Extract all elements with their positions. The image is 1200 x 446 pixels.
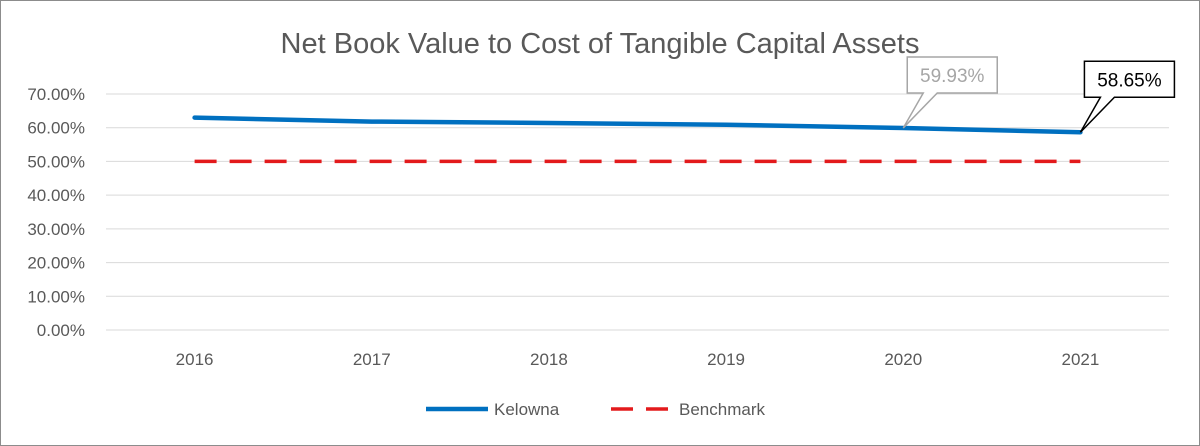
callout-box — [902, 56, 998, 129]
y-tick-label: 60.00% — [27, 119, 85, 138]
x-tick-label: 2016 — [176, 350, 214, 369]
y-tick-label: 30.00% — [27, 220, 85, 239]
legend-item-kelowna: Kelowna — [426, 400, 560, 419]
legend-label: Benchmark — [679, 400, 765, 419]
y-tick-label: 10.00% — [27, 287, 85, 306]
data-callout: 58.65% — [1079, 60, 1176, 133]
data-callouts: 59.93% 58.65% — [902, 56, 1176, 133]
x-tick-label: 2017 — [353, 350, 391, 369]
y-tick-label: 0.00% — [37, 321, 85, 340]
x-axis-ticks: 2016 2017 2018 2019 2020 2021 — [176, 350, 1100, 369]
y-tick-label: 40.00% — [27, 186, 85, 205]
data-label: 59.93% — [920, 66, 985, 87]
y-tick-label: 50.00% — [27, 152, 85, 171]
series-line-kelowna — [192, 115, 1083, 135]
callout-box — [1079, 60, 1176, 133]
series-lines — [192, 115, 1083, 164]
y-axis-ticks: 0.00% 10.00% 20.00% 30.00% 40.00% 50.00% 60.00… — [27, 85, 85, 340]
x-tick-label: 2019 — [707, 350, 745, 369]
x-tick-label: 2021 — [1062, 350, 1100, 369]
x-tick-label: 2020 — [884, 350, 922, 369]
chart-title: Net Book Value to Cost of Tangible Capit… — [281, 28, 920, 60]
data-label: 58.65% — [1097, 70, 1162, 91]
legend-label: Kelowna — [494, 400, 560, 419]
y-tick-label: 20.00% — [27, 254, 85, 273]
legend-item-benchmark: Benchmark — [611, 400, 765, 419]
legend: Kelowna Benchmark — [426, 400, 765, 419]
y-tick-label: 70.00% — [27, 85, 85, 104]
x-tick-label: 2018 — [530, 350, 568, 369]
data-callout: 59.93% — [902, 56, 998, 129]
